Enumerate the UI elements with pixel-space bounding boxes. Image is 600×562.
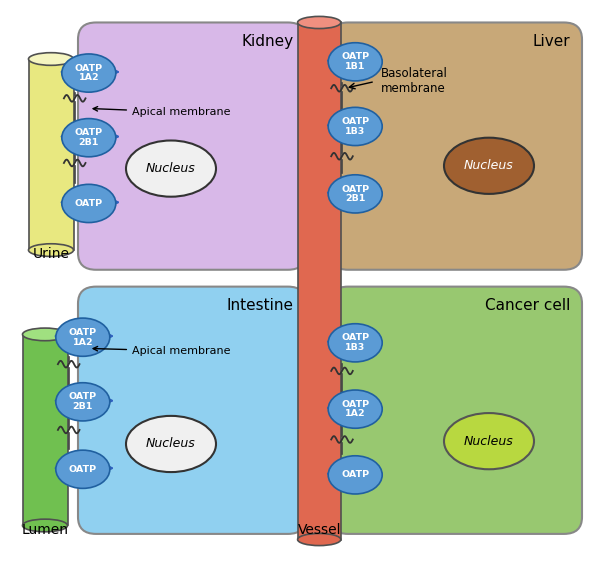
Text: Intestine: Intestine [227,298,294,313]
Text: OATP
1B3: OATP 1B3 [341,333,369,352]
Text: Liver: Liver [532,34,570,49]
Ellipse shape [328,390,382,428]
Text: OATP
1B1: OATP 1B1 [341,52,369,71]
Ellipse shape [328,107,382,146]
Text: Apical membrane: Apical membrane [93,346,230,356]
Text: Vessel: Vessel [298,523,341,537]
Text: Nucleus: Nucleus [146,162,196,175]
Text: Nucleus: Nucleus [464,434,514,448]
Ellipse shape [126,140,216,197]
Bar [298,22,341,540]
Text: Kidney: Kidney [242,34,294,49]
Text: OATP
1A2: OATP 1A2 [69,328,97,347]
Text: OATP
1A2: OATP 1A2 [341,400,369,419]
Text: OATP
2B1: OATP 2B1 [69,392,97,411]
Text: OATP
1A2: OATP 1A2 [75,64,103,83]
Ellipse shape [23,328,67,341]
Text: OATP
2B1: OATP 2B1 [75,128,103,147]
Ellipse shape [328,43,382,81]
FancyBboxPatch shape [78,22,306,270]
Ellipse shape [328,175,382,213]
Text: OATP: OATP [69,465,97,474]
Ellipse shape [62,119,116,157]
Ellipse shape [298,533,341,546]
Text: OATP: OATP [341,470,369,479]
Text: Apical membrane: Apical membrane [93,107,230,117]
FancyBboxPatch shape [330,22,582,270]
Ellipse shape [56,318,110,356]
Ellipse shape [126,416,216,472]
Bar [29,59,74,250]
FancyBboxPatch shape [78,287,306,534]
Text: Lumen: Lumen [22,523,68,537]
Ellipse shape [328,324,382,362]
Text: Cancer cell: Cancer cell [485,298,570,313]
Ellipse shape [62,184,116,223]
Ellipse shape [298,16,341,29]
Text: OATP: OATP [75,199,103,208]
Bar [23,334,67,525]
Ellipse shape [29,53,74,65]
Ellipse shape [23,519,67,532]
Text: Urine: Urine [32,247,70,261]
Ellipse shape [62,54,116,92]
Ellipse shape [56,450,110,488]
Ellipse shape [444,138,534,194]
Text: Nucleus: Nucleus [146,437,196,451]
Text: Basolateral
membrane: Basolateral membrane [381,67,448,96]
Text: OATP
2B1: OATP 2B1 [341,184,369,203]
Ellipse shape [56,383,110,421]
Text: Nucleus: Nucleus [464,159,514,173]
Ellipse shape [29,244,74,256]
Ellipse shape [444,413,534,469]
Text: OATP
1B3: OATP 1B3 [341,117,369,136]
Ellipse shape [328,456,382,494]
FancyBboxPatch shape [330,287,582,534]
